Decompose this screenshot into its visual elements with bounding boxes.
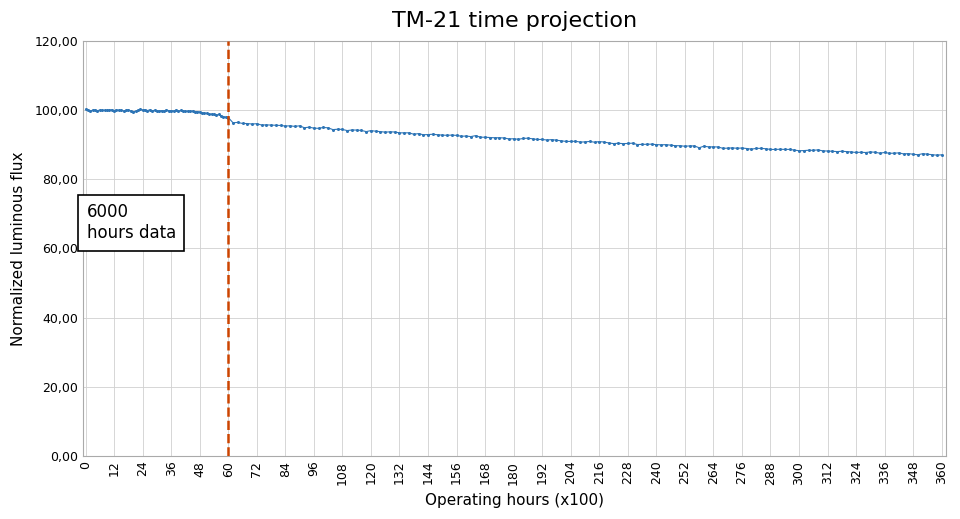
- Y-axis label: Normalized luminous flux: Normalized luminous flux: [12, 151, 26, 346]
- X-axis label: Operating hours (x100): Operating hours (x100): [425, 493, 605, 508]
- Title: TM-21 time projection: TM-21 time projection: [393, 11, 637, 31]
- Text: 6000
hours data: 6000 hours data: [86, 203, 176, 242]
